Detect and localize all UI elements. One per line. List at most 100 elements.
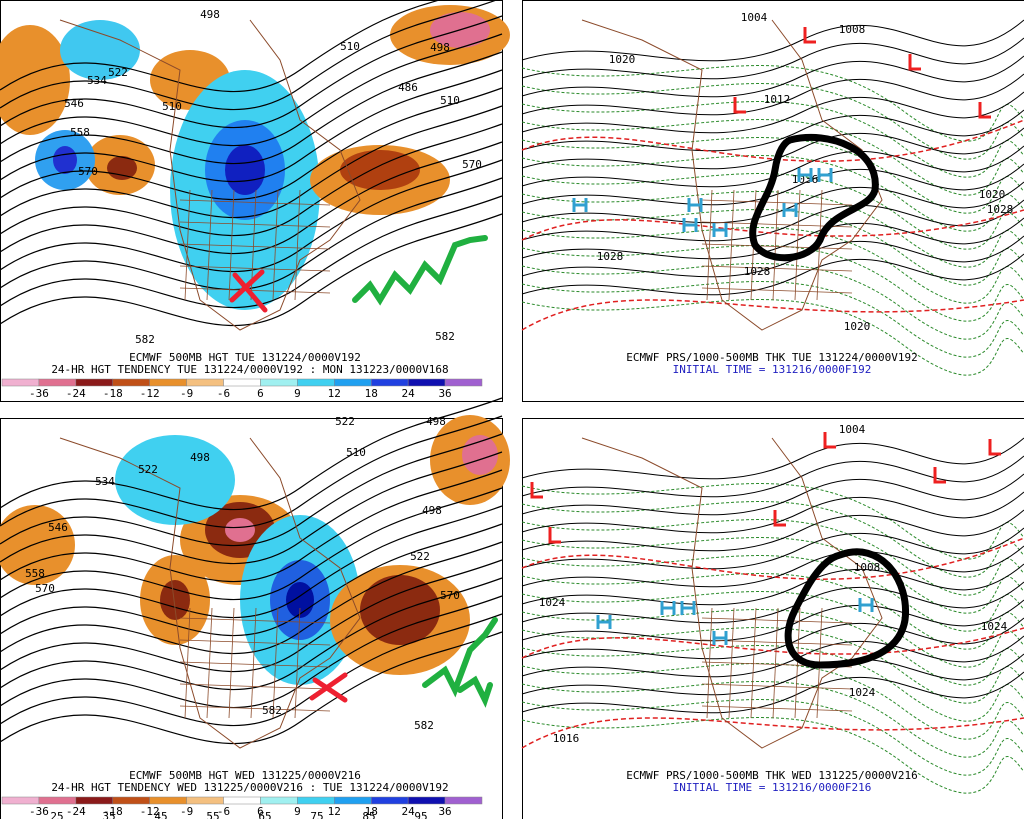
thickness-contour	[521, 717, 1024, 794]
pressure-contour	[521, 73, 1024, 116]
low-marker	[988, 439, 1001, 456]
low-marker	[548, 527, 561, 544]
panel: 1024 1016 1024 1008 1004 1024 ECMWF PRS/1000-5…	[521, 418, 1024, 819]
caption: INITIAL TIME = 131216/0000F192	[673, 363, 872, 376]
tendency-area	[360, 575, 440, 645]
scale-label: -9	[180, 387, 193, 400]
scale-label: -12	[140, 805, 160, 818]
contour-label: 582	[262, 704, 282, 717]
contour-label: 570	[462, 158, 482, 171]
caption: ECMWF 500MB HGT TUE 131224/0000V192	[129, 351, 361, 364]
scale-swatch	[149, 378, 187, 387]
contour-label: 1008	[839, 23, 866, 36]
scale-label-2: 25	[50, 810, 63, 819]
tendency-area	[160, 580, 190, 620]
coastline	[581, 19, 883, 331]
contour-label: 486	[398, 81, 418, 94]
caption: ECMWF PRS/1000-500MB THK TUE 131224/0000…	[626, 351, 917, 364]
coastline	[581, 437, 883, 749]
pressure-contour	[521, 599, 1024, 642]
coastline	[59, 19, 361, 331]
height-contour	[0, 195, 503, 309]
scale-label: -24	[66, 805, 86, 818]
scale-swatch	[112, 796, 150, 805]
contour-label: 510	[340, 40, 360, 53]
scale-label: -6	[217, 805, 230, 818]
state-border	[179, 661, 331, 668]
scale-label-2: 75	[310, 810, 323, 819]
height-contour	[0, 469, 503, 583]
state-border	[272, 189, 279, 301]
height-contour	[0, 177, 503, 291]
scale-swatch	[223, 796, 261, 805]
pressure-contour	[521, 563, 1024, 606]
low-marker	[530, 482, 543, 499]
green-zigzag	[422, 617, 498, 708]
tendency-area	[340, 150, 420, 190]
contour-label: 510	[346, 446, 366, 459]
height-contour	[0, 87, 503, 201]
contour-label: 1012	[764, 93, 791, 106]
high-marker	[682, 218, 698, 232]
tendency-area	[225, 145, 265, 195]
low-marker	[823, 432, 836, 449]
scale-label: 36	[438, 805, 451, 818]
panel: 1004100810201012102810361028102010281020…	[521, 0, 1024, 402]
contour-label: 1028	[987, 203, 1014, 216]
scale-label: -18	[103, 805, 123, 818]
state-border	[179, 243, 331, 250]
panel: 522 498 534 522 546 510 558 570 498 522 570 582 582 4…	[0, 397, 510, 819]
scale-swatch	[407, 796, 446, 805]
contour-label: 534	[95, 475, 115, 488]
scale-swatch	[38, 378, 77, 387]
contour-label: 558	[70, 126, 90, 139]
green-zigzag	[352, 235, 488, 306]
scale-label: 9	[294, 387, 301, 400]
high-marker	[712, 631, 728, 645]
state-border	[179, 287, 331, 294]
contour-label: 498	[422, 504, 442, 517]
height-contour	[0, 141, 503, 255]
tendency-area	[53, 146, 77, 174]
state-border	[179, 221, 331, 228]
scale-label: -6	[217, 387, 230, 400]
contour-label: 498	[200, 8, 220, 21]
height-contour	[0, 123, 503, 237]
scale-label: 24	[402, 387, 416, 400]
height-contour	[0, 33, 503, 147]
scale-label-2: 45	[154, 810, 167, 819]
scale-swatch	[444, 796, 483, 805]
contour-label: 498	[190, 451, 210, 464]
low-marker	[803, 27, 816, 44]
highlight-loop	[784, 548, 910, 669]
pressure-contour	[521, 671, 1024, 714]
pressure-contour	[521, 455, 1024, 498]
height-contour	[0, 51, 503, 165]
caption: ECMWF PRS/1000-500MB THK WED 131225/0000…	[626, 769, 917, 782]
scale-label: 12	[328, 387, 341, 400]
scale-swatch	[370, 378, 409, 387]
state-border	[184, 189, 191, 301]
scale-swatch	[186, 378, 224, 387]
height-contour	[0, 595, 503, 709]
pressure-contour	[521, 635, 1024, 678]
pressure-contour	[521, 145, 1024, 188]
state-border	[228, 189, 235, 301]
scale-label: 24	[402, 805, 416, 818]
contour-label: 1016	[553, 732, 580, 745]
state-border	[701, 287, 853, 294]
scale-swatch	[334, 378, 372, 387]
low-marker	[773, 510, 786, 527]
contour-label: 1008	[854, 561, 881, 574]
scale-swatch	[1, 378, 40, 387]
pressure-contour	[521, 55, 1024, 98]
state-border	[772, 607, 779, 719]
height-contour	[0, 487, 503, 601]
pressure-contour	[521, 437, 1024, 480]
pressure-contour	[521, 37, 1024, 80]
tendency-area	[225, 518, 255, 542]
height-contour	[0, 69, 503, 183]
contour-label: 1024	[981, 620, 1008, 633]
scale-swatch	[297, 796, 335, 805]
high-marker	[687, 198, 703, 212]
